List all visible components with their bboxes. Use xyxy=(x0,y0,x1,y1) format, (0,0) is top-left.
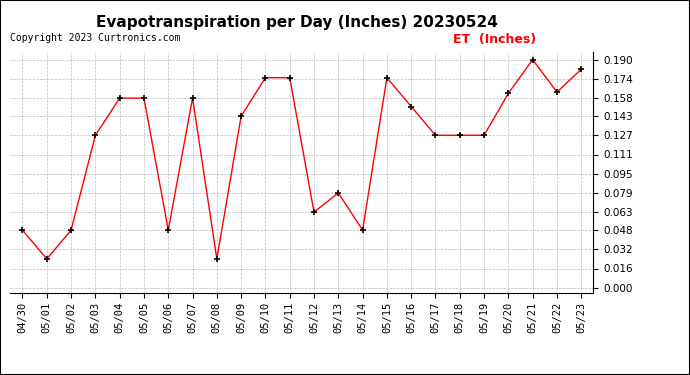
Text: ET  (Inches): ET (Inches) xyxy=(453,33,537,46)
Text: Evapotranspiration per Day (Inches) 20230524: Evapotranspiration per Day (Inches) 2023… xyxy=(96,15,497,30)
Text: Copyright 2023 Curtronics.com: Copyright 2023 Curtronics.com xyxy=(10,33,181,43)
